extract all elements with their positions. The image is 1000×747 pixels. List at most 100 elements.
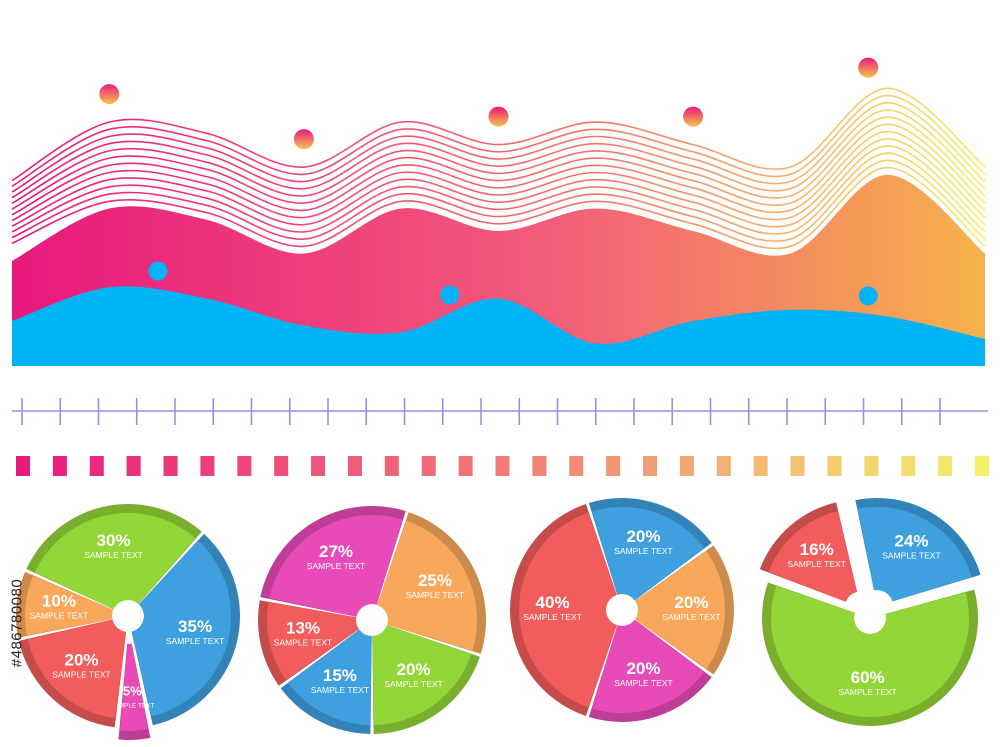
pie-slice-face	[372, 625, 472, 725]
pie-slice: 24%SAMPLE TEXT	[855, 497, 981, 602]
top-marker-dot	[488, 106, 509, 127]
contour-line	[11, 87, 986, 182]
contour-line	[11, 145, 986, 228]
gradient-bar	[347, 456, 362, 476]
pie-slice-face	[768, 511, 858, 602]
pie-center-hole	[607, 595, 637, 625]
pie-center-hole	[855, 603, 885, 633]
contour-line	[11, 101, 986, 193]
pie-slice: 25%SAMPLE TEXT	[377, 512, 486, 654]
gradient-bar	[532, 456, 547, 476]
slice-sample-text: SAMPLE TEXT	[307, 561, 365, 571]
contour-line	[11, 94, 986, 187]
gradient-bar	[679, 456, 694, 476]
slice-percent-label: 5%	[123, 683, 142, 698]
slice-sample-text: SAMPLE TEXT	[614, 546, 672, 556]
slice-sample-text: SAMPLE TEXT	[52, 670, 110, 680]
slice-sample-text: SAMPLE TEXT	[311, 685, 369, 695]
contour-line	[11, 159, 986, 242]
top-marker-dot	[293, 129, 314, 150]
gradient-bar	[864, 456, 879, 476]
slice-percent-label: 20%	[626, 527, 660, 546]
contour-lines	[11, 87, 986, 250]
slice-percent-label: 16%	[800, 540, 834, 559]
slice-percent-label: 20%	[397, 660, 431, 679]
gradient-bar	[52, 456, 67, 476]
slice-sample-text: SAMPLE TEXT	[523, 612, 581, 622]
gradient-bar	[790, 456, 805, 476]
pie-slice: 35%SAMPLE TEXT	[131, 533, 240, 726]
pie-slice: 60%SAMPLE TEXT	[762, 582, 978, 726]
pie-slice: 16%SAMPLE TEXT	[759, 502, 858, 602]
gradient-bar	[311, 456, 326, 476]
gradient-bar	[495, 456, 510, 476]
pie-slice-face	[24, 576, 114, 636]
pie-slice: 10%SAMPLE TEXT	[15, 571, 114, 638]
gradient-bar	[421, 456, 436, 476]
pie-slice-face	[27, 619, 126, 719]
pie-center-hole	[113, 601, 143, 631]
slice-percent-label: 24%	[894, 531, 928, 550]
slice-sample-text: SAMPLE TEXT	[166, 636, 224, 646]
pie-slice-face	[592, 507, 705, 601]
contour-line	[11, 123, 986, 210]
gradient-bar	[606, 456, 621, 476]
slice-percent-label: 10%	[42, 592, 76, 611]
base-marker-dot	[148, 261, 168, 281]
pie-slice: 20%SAMPLE TEXT	[18, 619, 127, 728]
pie-slice-face	[288, 629, 372, 725]
pie-slice-face	[266, 602, 359, 680]
pie-slice-face	[120, 643, 148, 731]
pie-slice: 27%SAMPLE TEXT	[260, 506, 406, 617]
gradient-bar	[643, 456, 658, 476]
pie-slice-face	[771, 586, 969, 717]
contour-line	[11, 109, 986, 199]
slice-percent-label: 15%	[323, 666, 357, 685]
slice-percent-label: 60%	[851, 668, 885, 687]
gradient-bar	[274, 456, 289, 476]
slice-percent-label: 20%	[65, 651, 99, 670]
slice-sample-text: SAMPLE TEXT	[406, 590, 464, 600]
gradient-bar	[569, 456, 584, 476]
contour-line	[11, 116, 986, 205]
slice-sample-text: SAMPLE TEXT	[110, 702, 155, 709]
pie-slice: 20%SAMPLE TEXT	[372, 625, 480, 734]
pie-center-hole	[357, 605, 387, 635]
top-marker-dot	[858, 57, 879, 78]
slice-sample-text: SAMPLE TEXT	[662, 612, 720, 622]
slice-sample-text: SAMPLE TEXT	[614, 678, 672, 688]
slice-percent-label: 27%	[319, 542, 353, 561]
gradient-bar	[975, 456, 989, 476]
gradient-bar	[901, 456, 916, 476]
slice-sample-text: SAMPLE TEXT	[384, 679, 442, 689]
gradient-bar	[458, 456, 473, 476]
pie-slice: 15%SAMPLE TEXT	[280, 629, 372, 734]
slice-percent-label: 13%	[286, 618, 320, 637]
pie-slice-face	[857, 506, 972, 602]
pie-slice: 20%SAMPLE TEXT	[588, 498, 712, 601]
top-marker-dot	[99, 84, 120, 105]
slice-percent-label: 30%	[97, 531, 131, 550]
pie-slice: 40%SAMPLE TEXT	[510, 503, 617, 717]
contour-line	[11, 130, 986, 216]
slice-sample-text: SAMPLE TEXT	[274, 637, 332, 647]
gradient-bar	[16, 456, 30, 476]
pie-slice: 20%SAMPLE TEXT	[635, 545, 735, 675]
pie-slice-face	[592, 619, 705, 713]
gradient-bar	[163, 456, 178, 476]
gradient-bar	[237, 456, 252, 476]
slice-percent-label: 20%	[626, 659, 660, 678]
pie-slice-face	[269, 515, 403, 617]
gradient-bar	[384, 456, 399, 476]
gradient-bar	[938, 456, 953, 476]
area-series-base	[12, 286, 985, 366]
pie-slice: 20%SAMPLE TEXT	[588, 619, 712, 722]
gradient-bar	[827, 456, 842, 476]
top-marker-dot	[683, 106, 704, 127]
slice-sample-text: SAMPLE TEXT	[787, 559, 845, 569]
pie-slice-face	[519, 512, 617, 708]
